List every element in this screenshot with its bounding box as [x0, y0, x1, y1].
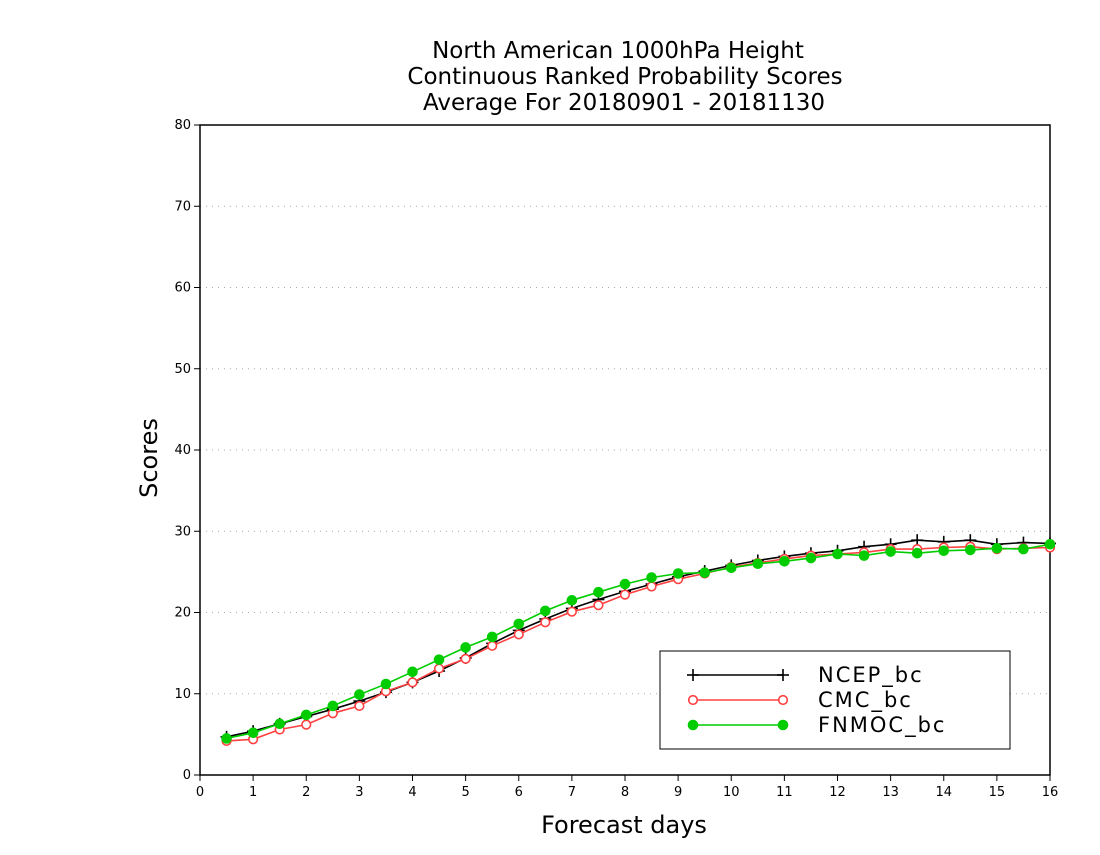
- legend-entry-fnmoc-bc: FNMOC_bc: [687, 713, 946, 738]
- data-point-fnmoc-bc: [991, 543, 1003, 554]
- data-point-fnmoc-bc: [593, 586, 604, 598]
- x-tick-label: 1: [249, 785, 257, 800]
- data-point-cmc-bc: [593, 600, 604, 611]
- legend-marker: [687, 694, 699, 706]
- data-point-cmc-bc: [301, 719, 312, 730]
- x-tick-label: 16: [1042, 785, 1059, 800]
- x-tick-label: 8: [621, 785, 629, 800]
- y-tick-label: 50: [174, 362, 191, 377]
- y-tick-label: 40: [174, 443, 191, 458]
- x-tick-label: 0: [196, 785, 204, 800]
- legend-marker: [687, 669, 699, 681]
- data-point-fnmoc-bc: [752, 558, 764, 570]
- data-point-fnmoc-bc: [832, 548, 843, 560]
- y-tick-label: 30: [174, 524, 191, 539]
- data-point-fnmoc-bc: [354, 689, 365, 700]
- y-tick-label: 80: [174, 118, 191, 133]
- data-point-fnmoc-bc: [699, 567, 710, 578]
- data-point-fnmoc-bc: [779, 556, 790, 567]
- x-tick-label: 7: [568, 785, 576, 800]
- data-point-cmc-bc: [407, 677, 418, 688]
- x-tick-label: 2: [302, 785, 310, 800]
- y-tick-label: 10: [174, 687, 191, 702]
- legend-marker: [777, 719, 789, 731]
- data-point-cmc-bc: [354, 700, 365, 712]
- x-tick-label: 15: [989, 785, 1006, 800]
- chart-title: North American 1000hPa Height Continuous…: [407, 38, 842, 116]
- title-line-2: Continuous Ranked Probability Scores: [407, 64, 842, 90]
- y-tick-label: 60: [174, 281, 191, 296]
- title-line-3: Average For 20180901 - 20181130: [423, 90, 825, 116]
- y-tick-label: 0: [183, 768, 191, 783]
- data-point-cmc-bc: [540, 617, 551, 628]
- data-point-fnmoc-bc: [965, 544, 976, 556]
- data-point-fnmoc-bc: [1044, 538, 1056, 550]
- data-point-cmc-bc: [513, 629, 524, 640]
- x-tick-label: 11: [776, 785, 793, 800]
- x-tick-label: 6: [515, 785, 523, 800]
- data-point-fnmoc-bc: [566, 595, 578, 606]
- legend-marker: [777, 669, 789, 681]
- x-tick-label: 14: [935, 785, 952, 800]
- data-point-fnmoc-bc: [540, 605, 551, 617]
- data-point-cmc-bc: [619, 589, 631, 600]
- data-point-cmc-bc: [646, 581, 657, 592]
- data-point-fnmoc-bc: [911, 547, 923, 559]
- data-point-fnmoc-bc: [460, 642, 471, 653]
- data-point-cmc-bc: [566, 606, 577, 617]
- data-point-fnmoc-bc: [513, 618, 525, 630]
- legend-marker: [777, 694, 789, 706]
- y-tick-label: 20: [174, 606, 191, 621]
- legend-label-ncep-bc: NCEP_bc: [818, 663, 924, 688]
- x-tick-label: 3: [355, 785, 363, 800]
- title-line-1: North American 1000hPa Height: [432, 38, 804, 64]
- x-tick-label: 9: [674, 785, 682, 800]
- data-point-fnmoc-bc: [619, 578, 631, 590]
- legend-label-cmc-bc: CMC_bc: [818, 688, 913, 713]
- data-point-cmc-bc: [460, 653, 471, 664]
- data-point-cmc-bc: [433, 663, 445, 674]
- data-point-cmc-bc: [487, 640, 498, 651]
- x-tick-label: 10: [723, 785, 740, 800]
- y-tick-label: 70: [174, 199, 191, 214]
- legend-entry-ncep-bc: NCEP_bc: [687, 663, 924, 688]
- series-group: [220, 534, 1056, 746]
- data-point-fnmoc-bc: [407, 666, 418, 678]
- data-point-fnmoc-bc: [300, 709, 312, 721]
- legend-marker: [687, 719, 699, 731]
- x-tick-label: 13: [882, 785, 899, 800]
- data-point-fnmoc-bc: [725, 562, 737, 574]
- y-axis-label: Scores: [135, 418, 163, 498]
- legend-entry-cmc-bc: CMC_bc: [687, 688, 913, 713]
- data-point-fnmoc-bc: [433, 654, 445, 665]
- data-point-fnmoc-bc: [221, 733, 232, 744]
- series-fnmoc-bc: [221, 538, 1056, 744]
- data-point-fnmoc-bc: [672, 568, 684, 579]
- x-tick-label: 4: [408, 785, 416, 800]
- data-point-fnmoc-bc: [885, 546, 896, 557]
- x-axis-label: Forecast days: [541, 811, 707, 839]
- data-point-fnmoc-bc: [380, 678, 392, 690]
- data-point-fnmoc-bc: [274, 718, 285, 730]
- gridlines: [200, 205, 1050, 695]
- data-point-fnmoc-bc: [486, 631, 498, 643]
- legend-label-fnmoc-bc: FNMOC_bc: [818, 713, 946, 738]
- data-point-fnmoc-bc: [1018, 543, 1029, 555]
- data-point-fnmoc-bc: [938, 545, 950, 557]
- x-tick-label: 12: [829, 785, 846, 800]
- data-point-fnmoc-bc: [247, 727, 259, 739]
- data-point-fnmoc-bc: [805, 552, 817, 564]
- x-tick-label: 5: [461, 785, 469, 800]
- data-point-fnmoc-bc: [327, 700, 339, 712]
- data-point-fnmoc-bc: [646, 572, 657, 583]
- data-point-fnmoc-bc: [858, 550, 870, 561]
